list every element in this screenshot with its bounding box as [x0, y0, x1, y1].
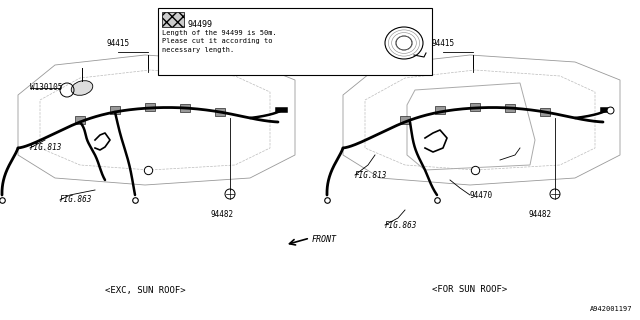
- Bar: [215, 108, 225, 116]
- Text: FIG.813: FIG.813: [30, 143, 62, 153]
- Text: FIG.813: FIG.813: [355, 171, 387, 180]
- Bar: [145, 103, 155, 111]
- Text: W130105: W130105: [30, 84, 62, 92]
- Text: 94470: 94470: [470, 190, 493, 199]
- Bar: [400, 116, 410, 124]
- Text: FRONT: FRONT: [312, 236, 337, 244]
- Bar: [110, 106, 120, 114]
- Bar: [470, 103, 480, 111]
- Text: 94499: 94499: [188, 20, 213, 29]
- Text: <FOR SUN ROOF>: <FOR SUN ROOF>: [433, 285, 508, 294]
- Ellipse shape: [71, 81, 93, 95]
- Text: FIG.863: FIG.863: [385, 220, 417, 229]
- Bar: [540, 108, 550, 116]
- Bar: [435, 106, 445, 114]
- Text: A942001197: A942001197: [589, 306, 632, 312]
- Text: Length of the 94499 is 50m.
Please cut it according to
necessary length.: Length of the 94499 is 50m. Please cut i…: [162, 30, 276, 53]
- Bar: [75, 116, 85, 124]
- Bar: [158, 8, 432, 75]
- Bar: [505, 104, 515, 112]
- Text: 94482: 94482: [211, 210, 234, 219]
- Text: <EXC, SUN ROOF>: <EXC, SUN ROOF>: [105, 285, 186, 294]
- Text: 94415: 94415: [431, 39, 454, 48]
- Bar: [162, 12, 184, 27]
- Text: FIG.863: FIG.863: [60, 196, 92, 204]
- Bar: [180, 104, 190, 112]
- Text: 94415: 94415: [106, 39, 129, 48]
- Text: 94482: 94482: [529, 210, 552, 219]
